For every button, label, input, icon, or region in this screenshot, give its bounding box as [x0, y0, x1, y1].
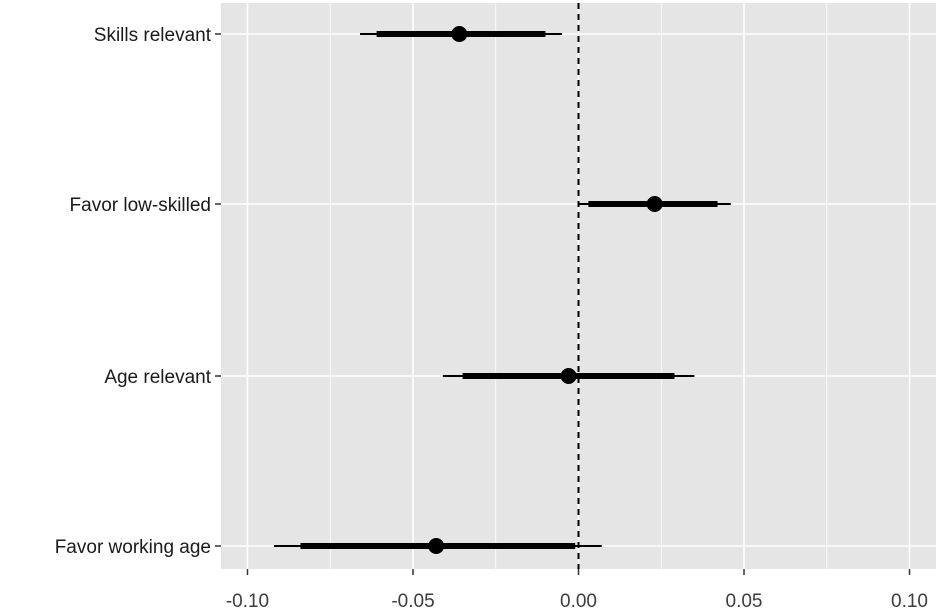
x-tick-label: 0.00: [560, 591, 597, 612]
x-axis: -0.10 -0.05 0.00 0.05 0.10: [226, 569, 928, 612]
category-labels: Skills relevant Favor low-skilled Age rele…: [55, 25, 221, 558]
category-label: Skills relevant: [94, 25, 212, 46]
category-label: Age relevant: [104, 367, 211, 388]
point-estimate: [560, 368, 577, 384]
point-estimate: [451, 26, 468, 42]
x-tick-label: 0.05: [726, 591, 763, 612]
x-tick-label: 0.10: [891, 591, 928, 612]
coefficient-marks: [273, 26, 731, 554]
x-tick-label: -0.05: [391, 591, 434, 612]
x-tick-label: -0.10: [226, 591, 269, 612]
point-estimate: [428, 538, 445, 554]
point-estimate: [646, 196, 663, 212]
category-label: Favor working age: [55, 537, 211, 558]
category-label: Favor low-skilled: [70, 195, 211, 216]
